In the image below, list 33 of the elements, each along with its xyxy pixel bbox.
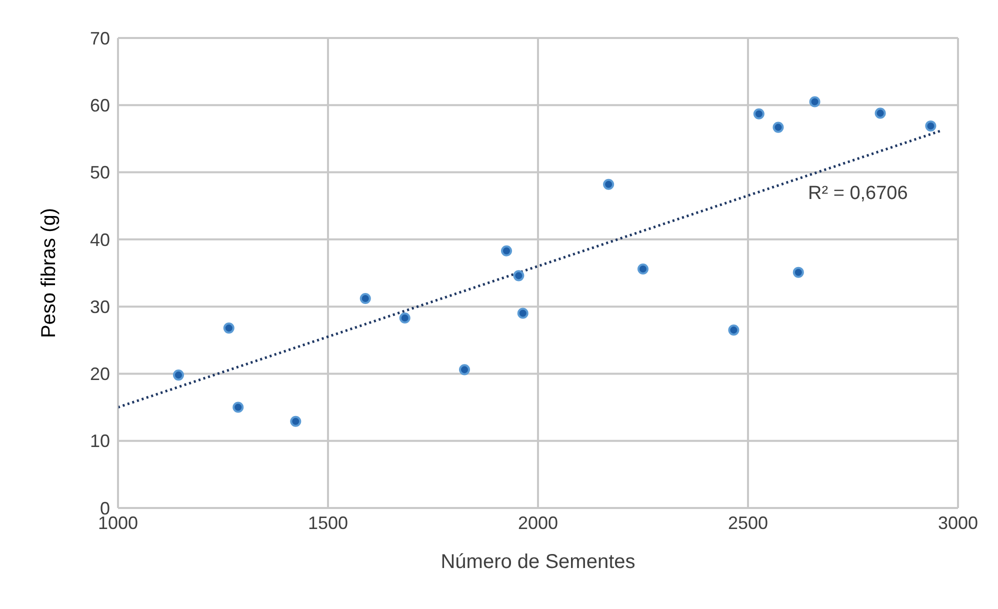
point (772, 122, 784, 133)
point (792, 266, 804, 278)
point (637, 263, 649, 274)
point (500, 245, 512, 256)
annotation: R² = 0,6706 (808, 183, 908, 205)
point (517, 308, 528, 319)
point (925, 120, 936, 132)
y-tick-label: 50 (90, 162, 110, 183)
point (232, 402, 244, 413)
point (728, 324, 740, 336)
x-axis-title: Número de Sementes (440, 551, 636, 573)
point (809, 96, 820, 108)
y-tick-label: 70 (90, 28, 110, 48)
x-tick-label: 1500 (308, 512, 348, 533)
point (603, 178, 614, 190)
point (753, 108, 764, 120)
y-tick-label: 10 (90, 431, 110, 452)
point (458, 364, 470, 376)
y-tick-label: 30 (90, 296, 110, 317)
x-tick-label: 2000 (518, 512, 558, 533)
point (513, 270, 524, 282)
y-tick-label: 60 (90, 96, 110, 116)
point (360, 293, 371, 304)
point (874, 108, 886, 119)
y-tick-label: 20 (90, 364, 110, 384)
point (172, 370, 184, 381)
x-tick-label: 3000 (938, 512, 978, 533)
y-tick-label: 40 (90, 230, 110, 250)
point (223, 322, 234, 334)
x-tick-label: 2500 (728, 512, 768, 533)
y-axis-title: Peso fibras (g) (38, 208, 60, 338)
point (399, 312, 410, 324)
point (290, 416, 302, 427)
